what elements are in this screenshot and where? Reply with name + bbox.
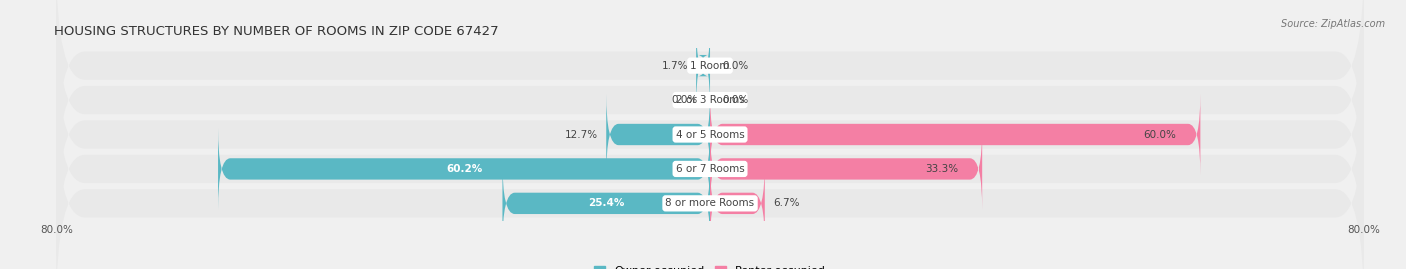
FancyBboxPatch shape [56, 97, 1364, 269]
FancyBboxPatch shape [56, 28, 1364, 241]
Text: 1.7%: 1.7% [661, 61, 688, 71]
Text: 25.4%: 25.4% [588, 198, 624, 208]
FancyBboxPatch shape [56, 0, 1364, 207]
FancyBboxPatch shape [56, 62, 1364, 269]
Text: 33.3%: 33.3% [925, 164, 957, 174]
Text: Source: ZipAtlas.com: Source: ZipAtlas.com [1281, 19, 1385, 29]
Text: 60.0%: 60.0% [1143, 129, 1175, 140]
Text: 6.7%: 6.7% [773, 198, 800, 208]
Text: 8 or more Rooms: 8 or more Rooms [665, 198, 755, 208]
FancyBboxPatch shape [56, 0, 1364, 172]
FancyBboxPatch shape [218, 128, 710, 210]
Text: 1 Room: 1 Room [690, 61, 730, 71]
Text: 0.0%: 0.0% [723, 95, 748, 105]
FancyBboxPatch shape [710, 128, 983, 210]
FancyBboxPatch shape [606, 94, 710, 175]
Text: 2 or 3 Rooms: 2 or 3 Rooms [676, 95, 744, 105]
Text: 0.0%: 0.0% [672, 95, 697, 105]
FancyBboxPatch shape [710, 94, 1201, 175]
FancyBboxPatch shape [696, 25, 710, 107]
Text: 60.2%: 60.2% [446, 164, 482, 174]
FancyBboxPatch shape [502, 162, 710, 244]
Text: 4 or 5 Rooms: 4 or 5 Rooms [676, 129, 744, 140]
Text: 6 or 7 Rooms: 6 or 7 Rooms [676, 164, 744, 174]
Text: 12.7%: 12.7% [565, 129, 598, 140]
Text: 0.0%: 0.0% [723, 61, 748, 71]
Legend: Owner-occupied, Renter-occupied: Owner-occupied, Renter-occupied [589, 261, 831, 269]
FancyBboxPatch shape [710, 162, 765, 244]
Text: HOUSING STRUCTURES BY NUMBER OF ROOMS IN ZIP CODE 67427: HOUSING STRUCTURES BY NUMBER OF ROOMS IN… [53, 24, 498, 38]
